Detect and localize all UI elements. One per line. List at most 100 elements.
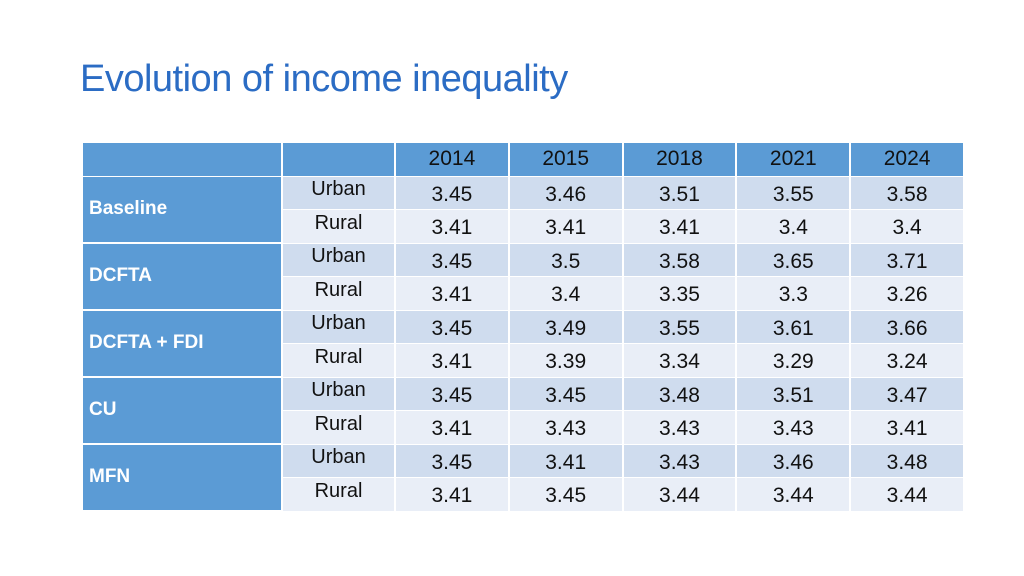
scenario-label: CU (83, 377, 283, 445)
area-label: Urban (283, 444, 396, 478)
table-body: Baseline Urban 3.45 3.46 3.51 3.55 3.58 Rural 3.… (83, 176, 965, 512)
value-text: 3.4 (778, 216, 808, 240)
value-text: 3.41 (431, 350, 473, 374)
value-text: 3.3 (778, 283, 808, 307)
value-text: 3.43 (772, 417, 814, 441)
value-cell: 3.46 (737, 444, 852, 478)
value-cell: 3.29 (737, 344, 852, 378)
value-cell: 3.55 (737, 176, 852, 210)
area-label-text: Urban (311, 379, 366, 402)
value-text: 3.45 (545, 484, 587, 508)
area-label: Urban (283, 243, 396, 277)
scenario-label: Baseline (83, 176, 283, 244)
area-label: Urban (283, 176, 396, 210)
value-text: 3.51 (659, 182, 700, 206)
value-text: 3.45 (431, 316, 473, 340)
value-text: 3.45 (431, 450, 473, 474)
value-text: 3.48 (659, 383, 700, 407)
value-text: 3.51 (772, 383, 814, 407)
value-cell: 3.41 (396, 210, 510, 244)
area-label: Urban (283, 377, 396, 411)
value-cell: 3.44 (623, 478, 738, 512)
value-text: 3.41 (545, 216, 587, 240)
value-cell: 3.43 (737, 411, 852, 445)
value-text: 3.66 (886, 316, 928, 340)
area-label: Rural (283, 344, 396, 378)
table-row: Rural 3.41 3.39 3.34 3.29 3.24 (83, 344, 965, 378)
table-row: Rural 3.41 3.41 3.41 3.4 3.4 (83, 210, 965, 244)
value-cell: 3.46 (509, 176, 624, 210)
value-cell: 3.45 (396, 176, 510, 210)
value-cell: 3.41 (396, 478, 510, 512)
value-cell: 3.41 (851, 411, 965, 445)
value-text: 3.41 (431, 417, 473, 441)
value-text: 3.35 (659, 283, 700, 307)
value-cell: 3.43 (509, 411, 624, 445)
value-cell: 3.48 (851, 444, 965, 478)
header-cell-year: 2021 (737, 143, 852, 177)
table-row: Baseline Urban 3.45 3.46 3.51 3.55 3.58 (83, 176, 965, 244)
value-text: 3.44 (659, 484, 700, 508)
value-text: 3.45 (545, 383, 587, 407)
value-text: 3.43 (545, 417, 587, 441)
value-text: 3.4 (892, 216, 922, 240)
value-text: 3.4 (551, 283, 581, 307)
value-cell: 3.51 (737, 377, 852, 411)
area-label: Rural (283, 411, 396, 445)
value-cell: 3.47 (851, 377, 965, 411)
value-text: 3.55 (659, 316, 700, 340)
value-text: 3.41 (431, 216, 473, 240)
area-label-text: Rural (314, 412, 363, 435)
value-text: 3.41 (431, 283, 473, 307)
table-row: Rural 3.41 3.45 3.44 3.44 3.44 (83, 478, 965, 512)
header-cell-area (283, 143, 396, 177)
value-cell: 3.45 (396, 310, 510, 344)
header-cell-group (83, 143, 283, 177)
value-text: 3.41 (886, 417, 928, 441)
scenario-label: DCFTA + FDI (83, 310, 283, 378)
value-cell: 3.44 (737, 478, 852, 512)
value-text: 3.45 (431, 182, 473, 206)
value-text: 3.44 (772, 484, 814, 508)
value-cell: 3.41 (509, 210, 624, 244)
value-cell: 3.41 (396, 411, 510, 445)
area-label: Rural (283, 210, 396, 244)
value-cell: 3.66 (851, 310, 965, 344)
value-cell: 3.45 (396, 444, 510, 478)
area-label: Urban (283, 310, 396, 344)
value-text: 3.34 (659, 350, 700, 374)
value-text: 3.24 (886, 350, 928, 374)
area-label-text: Urban (311, 446, 366, 469)
value-cell: 3.71 (851, 243, 965, 277)
value-text: 3.58 (886, 182, 928, 206)
value-text: 3.26 (886, 283, 928, 307)
value-text: 3.55 (772, 182, 814, 206)
value-text: 3.48 (886, 450, 928, 474)
area-label-text: Urban (311, 178, 366, 201)
value-text: 3.46 (772, 450, 814, 474)
value-cell: 3.41 (623, 210, 738, 244)
table-row: MFN Urban 3.45 3.41 3.43 3.46 3.48 (83, 444, 965, 512)
value-cell: 3.45 (509, 478, 624, 512)
area-label-text: Urban (311, 312, 366, 335)
value-text: 3.46 (545, 182, 587, 206)
value-cell: 3.4 (737, 210, 852, 244)
value-text: 3.43 (659, 450, 700, 474)
area-label-text: Rural (314, 479, 363, 502)
value-cell: 3.48 (623, 377, 738, 411)
area-label-text: Rural (314, 345, 363, 368)
value-text: 3.49 (545, 316, 587, 340)
area-label-text: Rural (314, 211, 363, 234)
value-text: 3.45 (431, 383, 473, 407)
value-cell: 3.43 (623, 411, 738, 445)
table-row: Rural 3.41 3.43 3.43 3.43 3.41 (83, 411, 965, 445)
value-cell: 3.58 (851, 176, 965, 210)
value-cell: 3.41 (396, 277, 510, 311)
header-cell-year: 2024 (851, 143, 965, 177)
table-row: DCFTA + FDI Urban 3.45 3.49 3.55 3.61 3.66 (83, 310, 965, 378)
value-cell: 3.34 (623, 344, 738, 378)
value-cell: 3.45 (396, 243, 510, 277)
area-label-text: Rural (314, 278, 363, 301)
area-label-text: Urban (311, 245, 366, 268)
area-label: Rural (283, 478, 396, 512)
